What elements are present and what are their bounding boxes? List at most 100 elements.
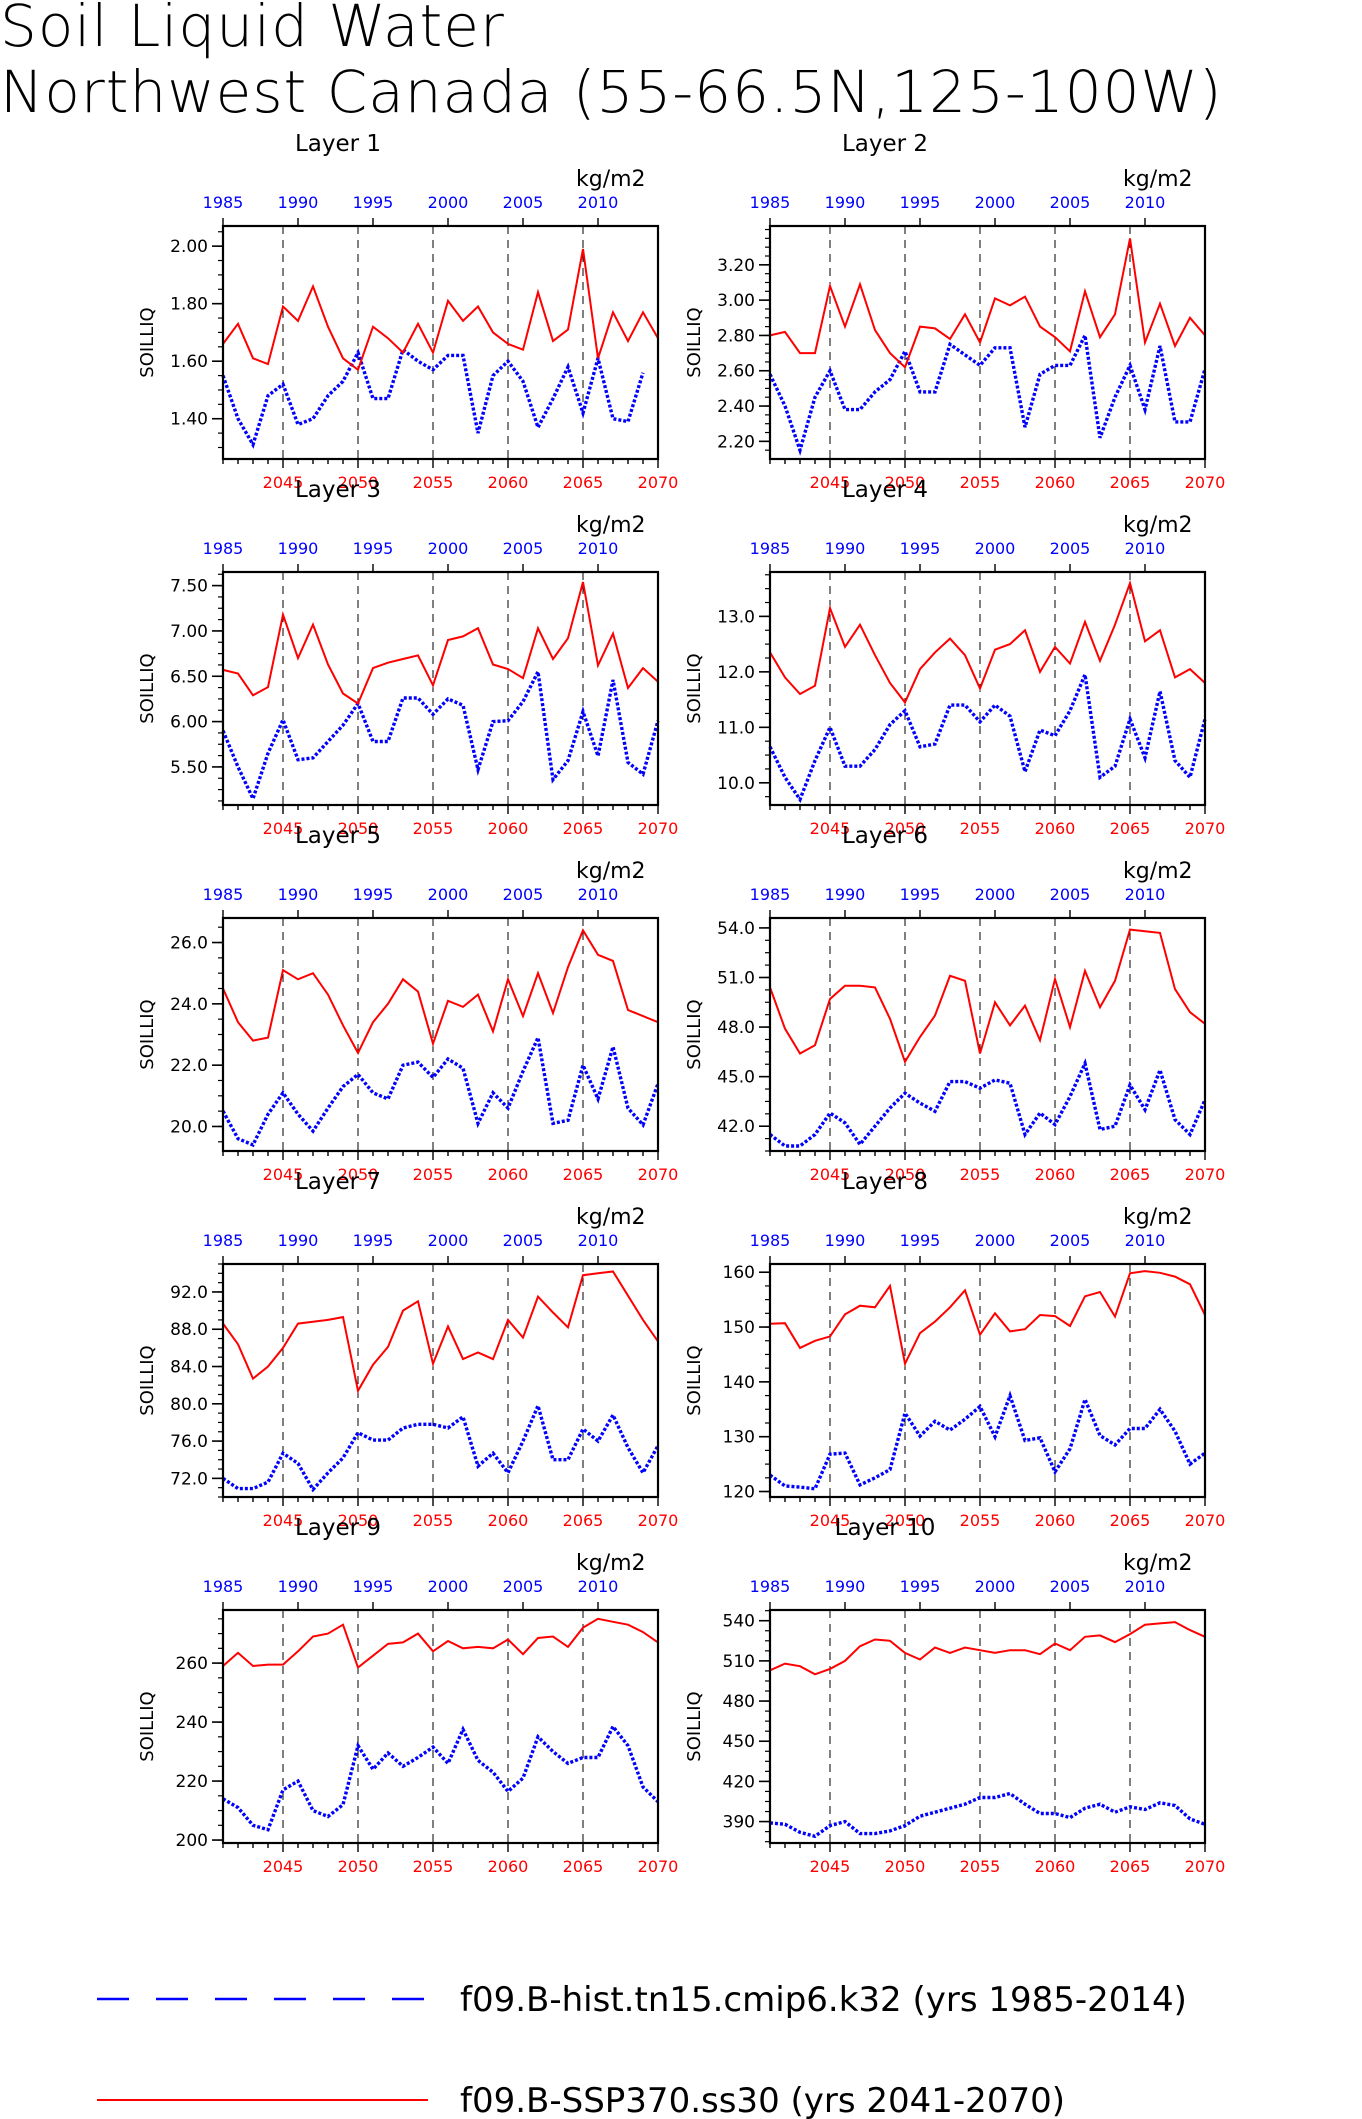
y-axis-label: SOILLIQ xyxy=(137,653,158,723)
y-tick-label: 20.0 xyxy=(170,1117,208,1137)
bottom-tick-label: 2065 xyxy=(1110,1165,1151,1184)
chart-panel: Layer 10 kg/m2 1985 1990 1995 2000 2005 2010 204… xyxy=(684,1515,1225,1876)
bottom-tick-label: 2065 xyxy=(1110,473,1151,492)
y-tick-label: 3.00 xyxy=(717,291,755,311)
y-tick-label: 200 xyxy=(176,1831,208,1851)
bottom-tick-label: 2050 xyxy=(885,473,926,492)
panel-title: Layer 1 xyxy=(295,131,381,157)
panel-title: Layer 10 xyxy=(835,1515,936,1541)
series-line-hist xyxy=(222,1723,660,1832)
y-tick-label: 7.50 xyxy=(170,577,208,597)
plot-frame xyxy=(768,916,1207,1153)
bottom-tick-label: 2065 xyxy=(563,473,604,492)
top-tick-label: 2005 xyxy=(1050,1231,1091,1250)
bottom-tick-label: 2055 xyxy=(413,473,454,492)
y-tick-label: 540 xyxy=(723,1612,755,1632)
y-tick-label: 150 xyxy=(723,1318,755,1338)
top-tick-label: 2005 xyxy=(1050,1577,1091,1596)
top-tick-label: 1995 xyxy=(900,885,941,904)
legend: f09.B-hist.tn15.cmip6.k32 (yrs 1985-2014… xyxy=(97,1980,1187,2119)
y-tick-label: 48.0 xyxy=(717,1018,755,1038)
y-tick-label: 84.0 xyxy=(170,1358,208,1378)
top-tick-label: 1995 xyxy=(353,193,394,212)
y-tick-label: 6.00 xyxy=(170,713,208,733)
top-tick-label: 2000 xyxy=(975,885,1016,904)
y-tick-label: 76.0 xyxy=(170,1432,208,1452)
units-label: kg/m2 xyxy=(576,859,646,884)
units-label: kg/m2 xyxy=(576,1551,646,1576)
plot-frame xyxy=(221,224,660,461)
y-tick-label: 88.0 xyxy=(170,1320,208,1340)
legend-hist-label: f09.B-hist.tn15.cmip6.k32 (yrs 1985-2014… xyxy=(460,1980,1187,2020)
top-tick-label: 1990 xyxy=(278,1577,319,1596)
y-tick-label: 480 xyxy=(723,1692,755,1712)
y-axis-label: SOILLIQ xyxy=(684,1345,705,1415)
bottom-tick-label: 2060 xyxy=(1035,1857,1076,1876)
top-tick-label: 1990 xyxy=(825,1231,866,1250)
y-tick-label: 92.0 xyxy=(170,1283,208,1303)
units-label: kg/m2 xyxy=(1123,513,1193,538)
plot-frame xyxy=(221,1262,660,1499)
top-tick-label: 1985 xyxy=(750,193,791,212)
panel-title: Layer 3 xyxy=(295,477,381,503)
y-tick-label: 240 xyxy=(176,1713,208,1733)
bottom-tick-label: 2065 xyxy=(1110,1511,1151,1530)
units-label: kg/m2 xyxy=(576,1205,646,1230)
series-line-hist xyxy=(768,329,1207,456)
chart-panel: Layer 7 kg/m2 1985 1990 1995 2000 2005 2010 2045… xyxy=(137,1169,678,1530)
chart-panel: Layer 4 kg/m2 1985 1990 1995 2000 2005 2010 2045… xyxy=(684,477,1225,838)
panel-title: Layer 8 xyxy=(842,1169,928,1195)
bottom-tick-label: 2055 xyxy=(960,1165,1001,1184)
bottom-tick-label: 2070 xyxy=(1185,1857,1226,1876)
top-tick-label: 1985 xyxy=(203,1577,244,1596)
y-tick-label: 7.00 xyxy=(170,622,208,642)
bottom-tick-label: 2045 xyxy=(263,1165,304,1184)
y-axis-label: SOILLIQ xyxy=(137,999,158,1069)
bottom-tick-label: 2050 xyxy=(338,473,379,492)
bottom-tick-label: 2070 xyxy=(1185,819,1226,838)
y-tick-label: 130 xyxy=(723,1428,755,1448)
top-tick-label: 1985 xyxy=(750,1577,791,1596)
top-tick-label: 2005 xyxy=(1050,193,1091,212)
series-line-hist xyxy=(221,1031,660,1148)
y-tick-label: 42.0 xyxy=(717,1117,755,1137)
bottom-tick-label: 2065 xyxy=(563,1857,604,1876)
y-tick-label: 26.0 xyxy=(170,934,208,954)
series-line-ssp xyxy=(769,579,1206,705)
top-tick-label: 2005 xyxy=(1050,885,1091,904)
units-label: kg/m2 xyxy=(1123,167,1193,192)
bottom-tick-label: 2045 xyxy=(810,1511,851,1530)
y-tick-label: 22.0 xyxy=(170,1056,208,1076)
figure-title-line-2: Northwest Canada (55-66.5N,125-100W) xyxy=(0,58,1223,126)
top-tick-label: 2005 xyxy=(1050,539,1091,558)
bottom-tick-label: 2050 xyxy=(885,1857,926,1876)
top-tick-label: 2000 xyxy=(428,1231,469,1250)
bottom-tick-label: 2070 xyxy=(1185,473,1226,492)
bottom-tick-label: 2050 xyxy=(338,1857,379,1876)
chart-panel: Layer 1 kg/m2 1985 1990 1995 2000 2005 2010 2045… xyxy=(137,131,678,492)
top-tick-label: 1995 xyxy=(353,1577,394,1596)
legend-ssp-label: f09.B-SSP370.ss30 (yrs 2041-2070) xyxy=(460,2081,1065,2119)
chart-panel: Layer 3 kg/m2 1985 1990 1995 2000 2005 2010 2045… xyxy=(137,477,678,838)
series-line-hist xyxy=(769,1390,1207,1491)
y-tick-label: 2.00 xyxy=(170,237,208,257)
series-line-ssp xyxy=(769,928,1206,1065)
bottom-tick-label: 2050 xyxy=(338,1165,379,1184)
series-line-ssp xyxy=(769,1621,1206,1676)
top-tick-label: 2000 xyxy=(975,193,1016,212)
plot-frame xyxy=(768,224,1207,461)
y-axis-label: SOILLIQ xyxy=(684,999,705,1069)
bottom-tick-label: 2065 xyxy=(1110,819,1151,838)
series-line-hist xyxy=(222,1400,660,1493)
top-tick-label: 2010 xyxy=(1125,539,1166,558)
top-tick-label: 1995 xyxy=(900,539,941,558)
top-tick-label: 1990 xyxy=(825,885,866,904)
top-tick-label: 1990 xyxy=(278,539,319,558)
y-tick-label: 6.50 xyxy=(170,667,208,687)
series-line-ssp xyxy=(769,238,1206,369)
bottom-tick-label: 2045 xyxy=(810,473,851,492)
y-tick-label: 2.20 xyxy=(717,432,755,452)
top-tick-label: 2000 xyxy=(428,1577,469,1596)
y-tick-label: 160 xyxy=(723,1263,755,1283)
